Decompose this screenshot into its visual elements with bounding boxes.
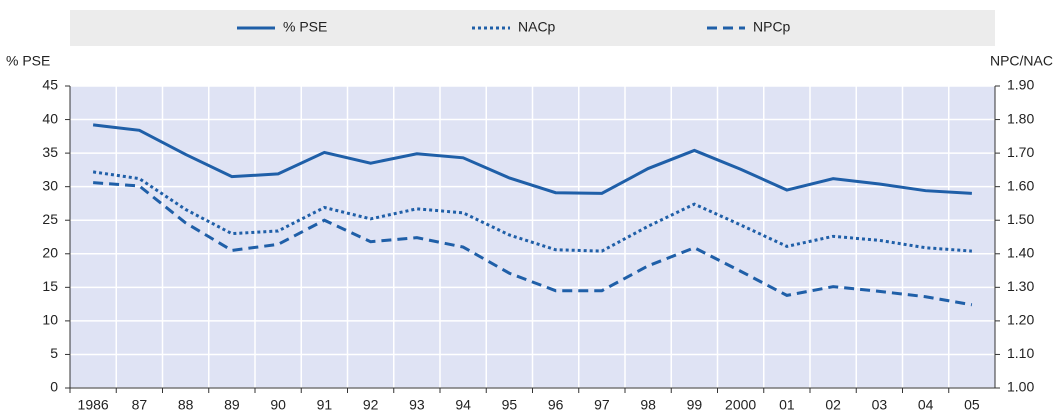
x-tick-label: 05 bbox=[964, 397, 980, 413]
y-axis-label: % PSE bbox=[6, 53, 50, 69]
legend-label: % PSE bbox=[283, 19, 327, 35]
x-tick-label: 02 bbox=[825, 397, 841, 413]
x-tick-label: 1986 bbox=[78, 397, 109, 413]
y2-tick-label: 1.50 bbox=[1007, 211, 1034, 227]
y-tick-label: 5 bbox=[50, 345, 58, 361]
x-tick-label: 95 bbox=[502, 397, 518, 413]
y-tick-label: 40 bbox=[42, 110, 58, 126]
y-tick-label: 35 bbox=[42, 144, 58, 160]
series-line bbox=[92, 170, 972, 253]
x-tick-label: 91 bbox=[317, 397, 333, 413]
y2-axis-label: NPC/NAC bbox=[990, 53, 1053, 69]
legend-label: NPCp bbox=[753, 19, 791, 35]
x-tick-label: 89 bbox=[224, 397, 240, 413]
y2-tick-label: 1.80 bbox=[1007, 110, 1034, 126]
y2-tick-label: 1.90 bbox=[1007, 77, 1034, 93]
y2-tick-label: 1.40 bbox=[1007, 244, 1034, 260]
y2-tick-label: 1.30 bbox=[1007, 278, 1034, 294]
y-tick-label: 0 bbox=[50, 379, 58, 395]
y2-tick-label: 1.70 bbox=[1007, 144, 1034, 160]
x-tick-label: 88 bbox=[178, 397, 194, 413]
series-line bbox=[93, 181, 973, 307]
y2-tick-label: 1.60 bbox=[1007, 177, 1034, 193]
x-tick-label: 90 bbox=[270, 397, 286, 413]
x-tick-label: 97 bbox=[594, 397, 610, 413]
y2-tick-label: 1.20 bbox=[1007, 312, 1034, 328]
legend-label: NACp bbox=[518, 19, 556, 35]
x-tick-label: 03 bbox=[872, 397, 888, 413]
y-tick-label: 45 bbox=[42, 77, 58, 93]
x-tick-label: 04 bbox=[918, 397, 934, 413]
series-line bbox=[92, 123, 972, 195]
y2-tick-label: 1.10 bbox=[1007, 345, 1034, 361]
x-tick-label: 01 bbox=[779, 397, 795, 413]
x-tick-label: 92 bbox=[363, 397, 379, 413]
y-tick-label: 10 bbox=[42, 312, 58, 328]
x-tick-label: 2000 bbox=[725, 397, 756, 413]
y-tick-label: 15 bbox=[42, 278, 58, 294]
y-tick-label: 25 bbox=[42, 211, 58, 227]
x-tick-label: 96 bbox=[548, 397, 564, 413]
y-tick-label: 30 bbox=[42, 177, 58, 193]
x-tick-label: 98 bbox=[640, 397, 656, 413]
legend-background bbox=[70, 10, 995, 46]
x-tick-label: 87 bbox=[132, 397, 148, 413]
x-tick-label: 94 bbox=[455, 397, 471, 413]
y-tick-label: 20 bbox=[42, 244, 58, 260]
y2-tick-label: 1.00 bbox=[1007, 379, 1034, 395]
x-tick-label: 99 bbox=[687, 397, 703, 413]
x-tick-label: 93 bbox=[409, 397, 425, 413]
